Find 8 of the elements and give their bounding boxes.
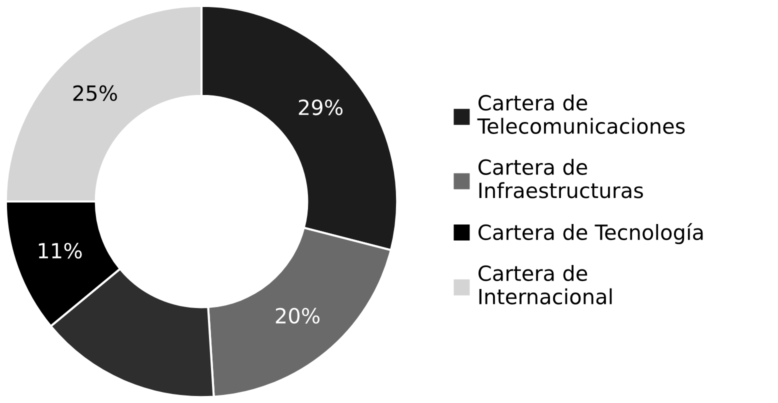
legend-label: Cartera de Infraestructuras xyxy=(478,158,643,198)
legend-label: Cartera de Tecnología xyxy=(478,223,703,244)
legend-label: Cartera de Internacional xyxy=(478,264,612,304)
data-label: 11% xyxy=(38,242,82,259)
data-label: 29% xyxy=(298,99,343,116)
data-label: 20% xyxy=(276,308,320,324)
data-label: 25% xyxy=(73,85,117,102)
legend-label: Cartera de Telecomunicaciones xyxy=(477,94,685,134)
